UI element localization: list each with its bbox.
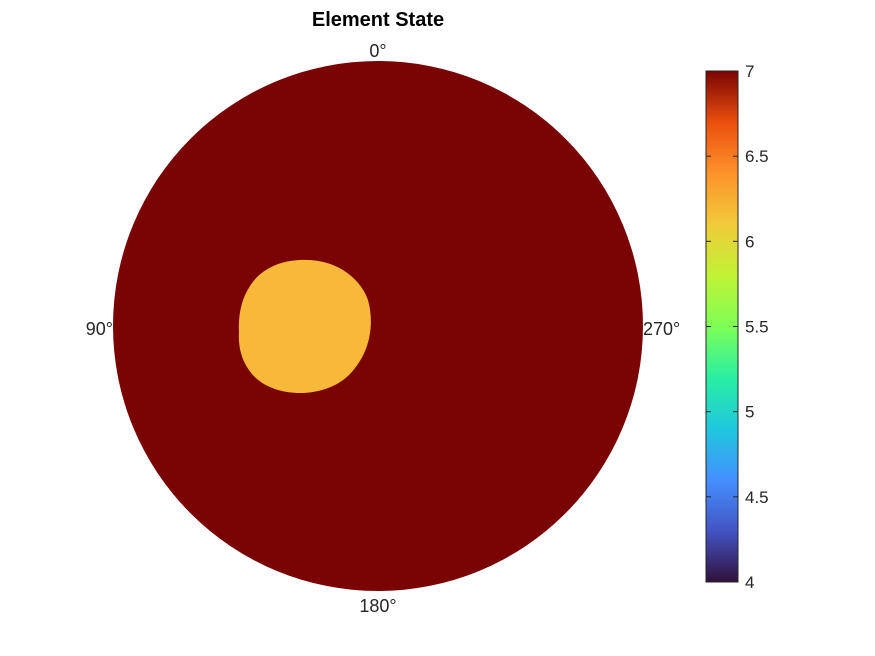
inclusion-region xyxy=(238,259,371,393)
colorbar-tick-label: 6.5 xyxy=(745,147,769,166)
colorbar-ticks: 4 4.5 5 5.5 6 6.5 7 xyxy=(706,62,769,592)
colorbar-tick-label: 7 xyxy=(745,62,754,81)
colorbar-tick-label: 5.5 xyxy=(745,318,769,337)
colorbar-tick-label: 5 xyxy=(745,403,754,422)
angle-label-270: 270° xyxy=(643,319,680,339)
colorbar-tick-label: 4.5 xyxy=(745,488,769,507)
disc-region xyxy=(113,61,643,591)
polar-plot xyxy=(113,61,643,591)
angle-label-180: 180° xyxy=(359,596,396,616)
chart-title: Element State xyxy=(312,9,444,31)
angle-label-0: 0° xyxy=(369,41,386,61)
colorbar-tick-label: 4 xyxy=(745,573,754,592)
colorbar-tick-label: 6 xyxy=(745,232,754,251)
colorbar: 4 4.5 5 5.5 6 6.5 7 xyxy=(705,62,769,592)
angle-label-90: 90° xyxy=(86,319,113,339)
